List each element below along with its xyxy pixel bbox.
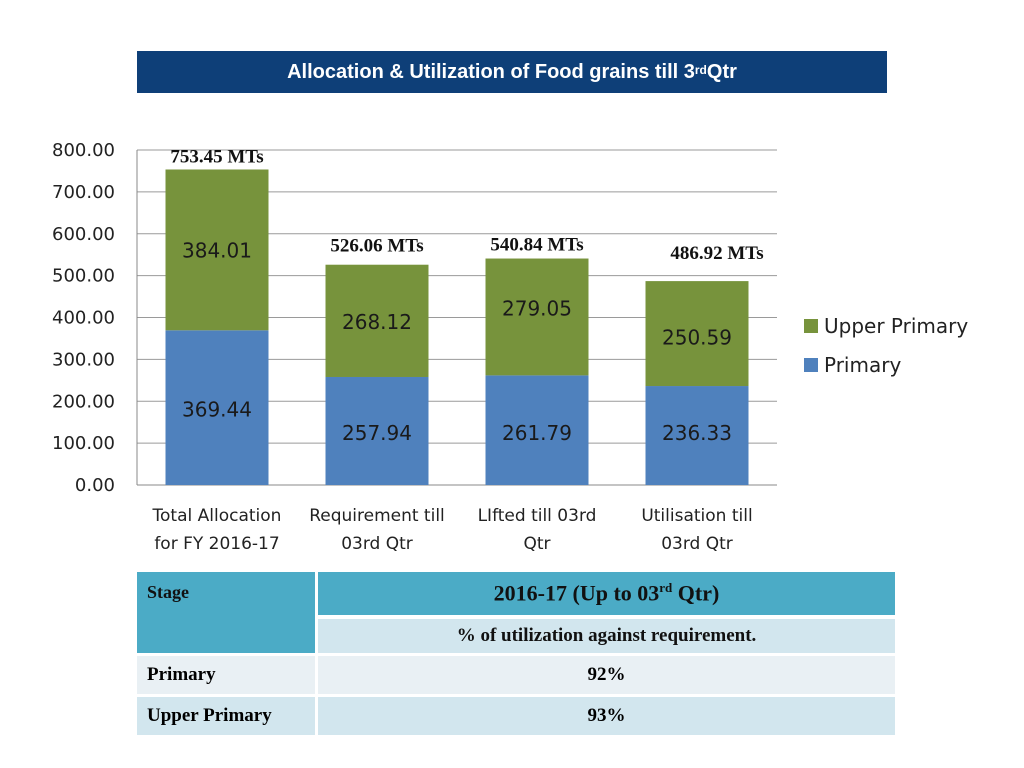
bar-primary [325, 376, 429, 485]
stage-header: Stage [137, 572, 318, 655]
bar-upper-primary [325, 264, 429, 377]
x-category-label: Requirement till [309, 506, 445, 526]
y-tick-label: 800.00 [52, 140, 115, 161]
metric-header: % of utilization against requirement. [316, 615, 895, 655]
y-tick-label: 200.00 [52, 391, 115, 412]
data-label-upper-primary: 384.01 [182, 238, 252, 262]
data-label-primary: 257.94 [342, 421, 412, 445]
bar-primary [165, 330, 269, 485]
x-category-label: Total Allocation [152, 506, 282, 526]
period-header: 2016-17 (Up to 03rd Qtr) [316, 572, 895, 617]
period-sup: rd [659, 580, 673, 596]
value-primary: 92% [316, 653, 895, 696]
bar-primary [485, 375, 589, 485]
total-label: 486.92 MTs [670, 243, 763, 264]
y-tick-label: 700.00 [52, 182, 115, 203]
stage-label-primary: Primary [137, 653, 318, 696]
period-suffix: Qtr) [672, 580, 720, 606]
total-label: 526.06 MTs [330, 236, 423, 257]
y-tick-label: 400.00 [52, 308, 115, 329]
data-label-upper-primary: 279.05 [502, 297, 572, 321]
table-row: Upper Primary 93% [137, 694, 895, 735]
y-tick-label: 100.00 [52, 433, 115, 454]
data-label-primary: 261.79 [502, 421, 572, 445]
value-upper-primary: 93% [316, 694, 895, 735]
legend-swatch-primary [804, 358, 818, 372]
y-tick-label: 500.00 [52, 266, 115, 287]
x-category-label: 03rd Qtr [661, 534, 733, 554]
data-label-upper-primary: 268.12 [342, 310, 412, 334]
y-tick-label: 0.00 [75, 475, 115, 496]
data-label-primary: 369.44 [182, 397, 252, 421]
x-category-label: Qtr [523, 534, 550, 554]
y-tick-label: 300.00 [52, 349, 115, 370]
x-category-label: Utilisation till [641, 506, 752, 526]
period-prefix: 2016-17 (Up to 03 [493, 580, 660, 606]
legend-label-upper-primary: Upper Primary [824, 314, 968, 338]
x-category-label: LIfted till 03rd [478, 506, 597, 526]
stage-label-upper-primary: Upper Primary [137, 694, 318, 735]
bar-primary [645, 386, 749, 485]
utilization-table: Stage 2016-17 (Up to 03rd Qtr) % of util… [137, 572, 895, 735]
total-label: 753.45 MTs [170, 146, 263, 167]
total-label: 540.84 MTs [490, 235, 583, 256]
chart-title-banner: Allocation & Utilization of Food grains … [137, 51, 887, 93]
data-label-primary: 236.33 [662, 421, 732, 445]
title-sup: rd [694, 63, 707, 77]
stacked-bar-chart: 0.00 100.00 200.00 300.00 400.00 500.00 600.00… [52, 140, 968, 554]
legend-label-primary: Primary [824, 353, 901, 377]
x-category-label: for FY 2016-17 [154, 534, 279, 554]
table-row: Primary 92% [137, 653, 895, 696]
bar-upper-primary [485, 258, 589, 376]
bar-upper-primary [165, 169, 269, 331]
title-suffix: Qtr [706, 60, 737, 83]
bar-upper-primary [645, 281, 749, 387]
y-tick-label: 600.00 [52, 224, 115, 245]
title-prefix: Allocation & Utilization of Food grains … [287, 60, 695, 83]
legend-swatch-upper-primary [804, 319, 818, 333]
data-label-upper-primary: 250.59 [662, 326, 732, 350]
x-category-label: 03rd Qtr [341, 534, 413, 554]
